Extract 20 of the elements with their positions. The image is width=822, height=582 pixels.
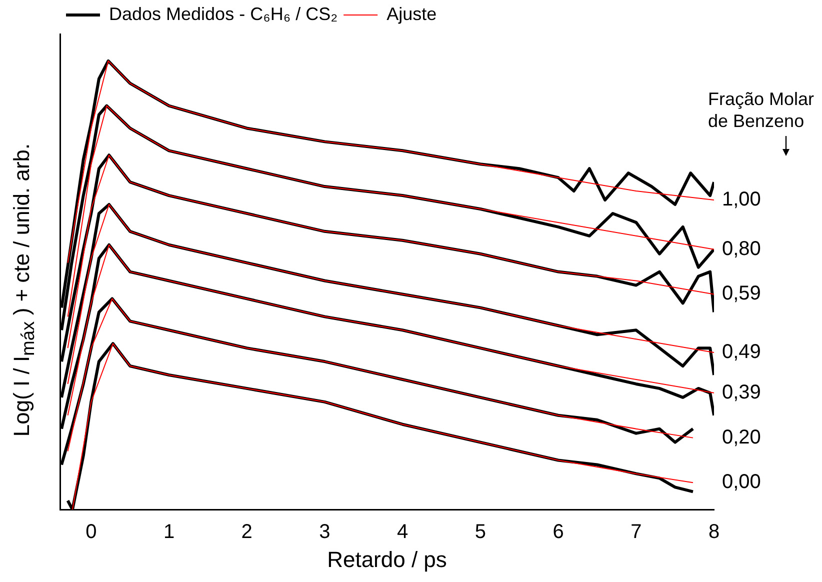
x-tick-label: 8 (708, 521, 720, 544)
text: 0,49 (722, 341, 761, 364)
x-tick-label: 6 (552, 521, 564, 544)
legend-label: Ajuste (386, 4, 437, 24)
x-tick-label: 0 (86, 521, 97, 544)
legend-label: Dados Medidos - C₆H₆ / CS₂ (109, 4, 338, 24)
x-tick-label: 2 (241, 521, 252, 544)
x-tick-label: 3 (319, 521, 330, 544)
text: 1,00 (722, 188, 761, 211)
text: 0,59 (722, 282, 761, 305)
text: 0,20 (722, 426, 761, 448)
x-tick-label: 1 (163, 521, 175, 544)
x-tick-label: 4 (397, 521, 408, 544)
text: 0,00 (722, 471, 761, 494)
annotation: Fração Molar de Benzeno (708, 88, 814, 132)
x-tick-label: 5 (474, 521, 486, 544)
text: 0,80 (722, 238, 761, 260)
x-axis-title: Retardo / ps (327, 546, 447, 572)
text: 0,39 (722, 381, 761, 404)
x-tick-label: 7 (630, 521, 642, 544)
